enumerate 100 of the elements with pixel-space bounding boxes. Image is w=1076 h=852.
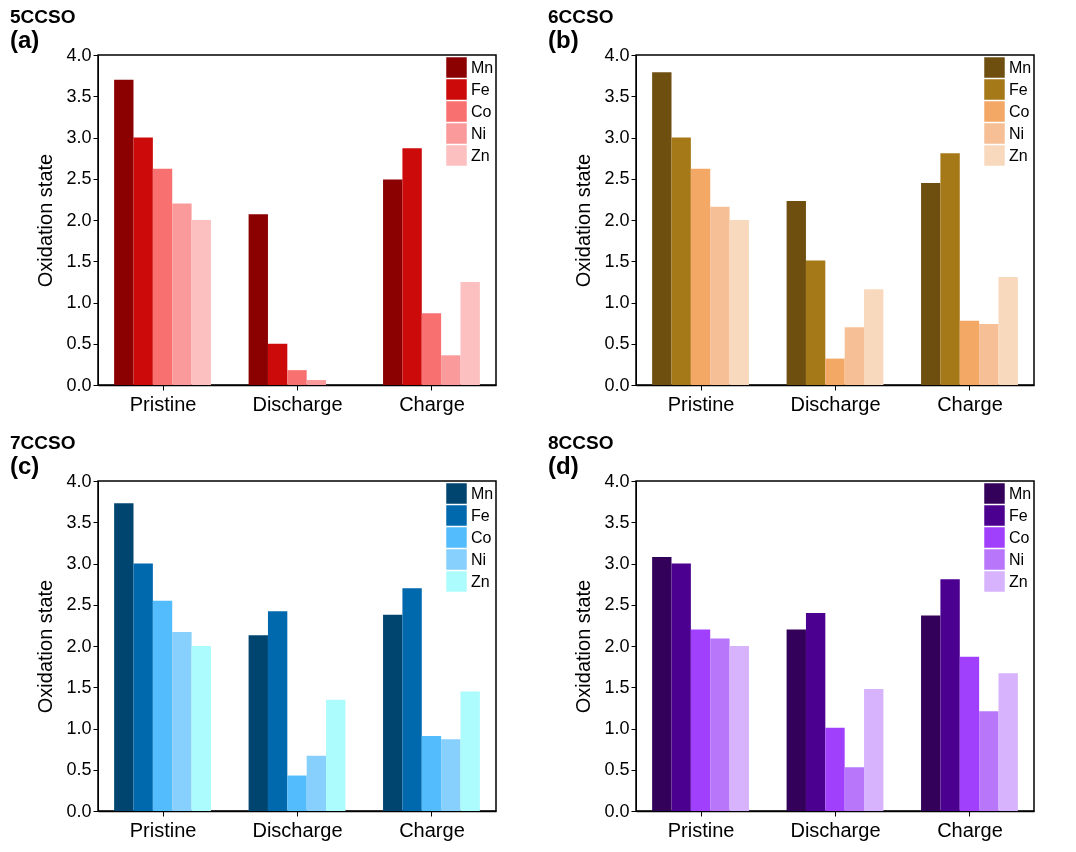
bar — [267, 611, 288, 811]
text: (b) — [548, 26, 579, 53]
bar — [248, 214, 268, 385]
y-tick-label: 3.5 — [66, 511, 92, 532]
y-tick-label: 2.5 — [604, 594, 630, 615]
bar — [786, 201, 806, 385]
bar — [133, 137, 153, 385]
bar — [133, 563, 153, 811]
bar — [805, 260, 826, 385]
bar — [172, 203, 192, 385]
bar — [729, 646, 749, 811]
bar — [421, 735, 442, 811]
bar — [191, 220, 211, 385]
legend-label: Ni — [1009, 550, 1025, 568]
x-tick-label: Pristine — [129, 818, 197, 841]
legend-label: Mn — [1009, 484, 1032, 502]
legend-label: Zn — [1009, 572, 1028, 590]
legend-label: Co — [471, 102, 492, 120]
x-tick-label: Charge — [937, 392, 1003, 415]
bar — [710, 206, 730, 385]
x-tick-label: Pristine — [667, 818, 735, 841]
legend-label: Fe — [471, 506, 490, 524]
y-tick-label: 4.0 — [66, 44, 92, 65]
y-tick-label: 3.0 — [66, 127, 92, 147]
bar — [287, 775, 307, 811]
y-tick-label: 4.0 — [66, 470, 92, 491]
bar — [402, 588, 422, 811]
bar — [844, 327, 865, 385]
bar — [710, 638, 730, 811]
y-tick-label: 1.5 — [66, 250, 92, 271]
y-tick-label: 1.5 — [604, 676, 630, 697]
bar — [172, 631, 192, 811]
y-tick-label: 3.0 — [604, 127, 630, 147]
bar — [460, 691, 480, 811]
bar — [267, 343, 288, 385]
x-tick-label: Charge — [399, 392, 465, 415]
legend-label: Fe — [471, 80, 490, 98]
bar — [152, 168, 173, 385]
y-tick-label: 2.5 — [604, 168, 630, 189]
x-tick-label: Charge — [399, 818, 465, 841]
y-tick-label: 1.0 — [604, 292, 630, 312]
legend-label: Ni — [471, 124, 487, 142]
bar — [998, 673, 1018, 811]
x-tick-label: Pristine — [667, 392, 735, 415]
bar — [825, 727, 845, 811]
y-tick-label: 3.5 — [604, 85, 630, 106]
bar — [152, 600, 173, 811]
legend-label: Ni — [471, 550, 487, 568]
legend-label: Mn — [471, 58, 494, 76]
bar — [959, 656, 980, 811]
bar — [864, 688, 884, 811]
bar — [940, 579, 960, 811]
bar — [402, 148, 422, 385]
bar — [864, 289, 884, 385]
bar — [441, 355, 461, 385]
legend-label: Co — [1009, 102, 1030, 120]
bar — [959, 320, 980, 385]
y-tick-label: 1.0 — [604, 718, 630, 738]
y-tick-label: 0.5 — [66, 759, 92, 780]
y-tick-label: 0.5 — [66, 333, 92, 354]
y-tick-label: 0.0 — [604, 374, 630, 395]
text: (d) — [548, 452, 579, 479]
y-tick-label: 2.5 — [66, 594, 92, 615]
legend-label: Zn — [1009, 146, 1028, 164]
bar — [114, 79, 134, 385]
y-tick-label: 4.0 — [604, 44, 630, 65]
x-tick-label: Discharge — [252, 818, 343, 841]
bar — [191, 646, 211, 811]
x-tick-label: Discharge — [252, 392, 343, 415]
bar — [326, 699, 346, 811]
y-tick-label: 0.5 — [604, 759, 630, 780]
chart-title: 7CCSO — [10, 432, 76, 453]
bar — [671, 137, 691, 385]
legend-label: Fe — [1009, 80, 1028, 98]
y-tick-label: 0.0 — [66, 374, 92, 395]
y-tick-label: 1.5 — [604, 250, 630, 271]
y-tick-label: 0.5 — [604, 333, 630, 354]
chart-title: 5CCSO — [10, 6, 76, 27]
bar — [287, 370, 307, 385]
bar — [248, 635, 268, 811]
y-tick-label: 3.0 — [66, 553, 92, 573]
bar — [441, 739, 461, 811]
y-tick-label: 0.0 — [66, 800, 92, 821]
text: (a) — [10, 26, 40, 53]
legend-label: Fe — [1009, 506, 1028, 524]
bar — [306, 755, 327, 811]
bar — [383, 179, 403, 385]
y-axis-title: Oxidation state — [572, 153, 595, 288]
bar — [114, 503, 134, 811]
bar — [805, 613, 826, 811]
bar — [729, 220, 749, 385]
legend-label: Mn — [1009, 58, 1032, 76]
y-axis-title: Oxidation state — [572, 579, 595, 714]
y-tick-label: 3.5 — [66, 85, 92, 106]
y-axis-title: Oxidation state — [34, 579, 57, 714]
legend-label: Ni — [1009, 124, 1025, 142]
legend-label: Zn — [471, 572, 490, 590]
bar — [671, 563, 691, 811]
bar — [690, 168, 711, 385]
y-tick-label: 1.0 — [66, 292, 92, 312]
